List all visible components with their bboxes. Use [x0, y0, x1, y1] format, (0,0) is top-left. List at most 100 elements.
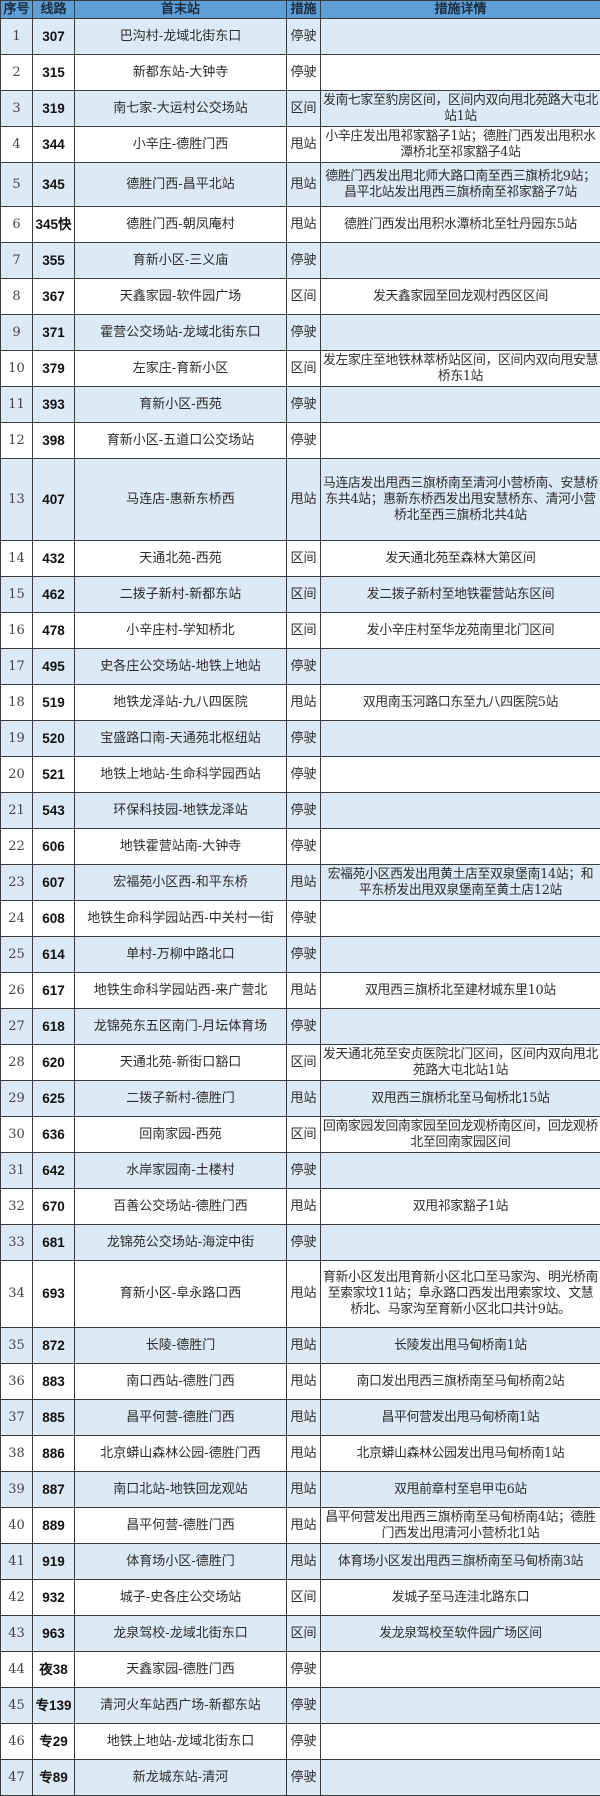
route-number: 462: [33, 577, 75, 613]
measure-type: 停驶: [287, 55, 321, 91]
measure-detail: [321, 387, 600, 423]
measure-type: 停驶: [287, 901, 321, 937]
route-number: 636: [33, 1117, 75, 1153]
row-index: 15: [1, 577, 33, 613]
measure-detail: [321, 649, 600, 685]
measure-type: 区间: [287, 351, 321, 387]
row-index: 30: [1, 1117, 33, 1153]
row-index: 11: [1, 387, 33, 423]
route-number: 夜38: [33, 1652, 75, 1688]
terminal-stations: 地铁生命科学园站西-中关村一街: [75, 901, 287, 937]
measure-type: 停驶: [287, 1153, 321, 1189]
route-number: 379: [33, 351, 75, 387]
row-index: 38: [1, 1436, 33, 1472]
header-line: 线路: [33, 1, 75, 19]
route-number: 872: [33, 1328, 75, 1364]
measure-detail: [321, 1153, 600, 1189]
terminal-stations: 昌平何营-德胜门西: [75, 1400, 287, 1436]
measure-detail: 宏福苑小区西发出甩黄土店至双泉堡南14站；和平东桥发出甩双泉堡南至黄土店12站: [321, 865, 600, 901]
terminal-stations: 回南家园-西苑: [75, 1117, 287, 1153]
route-number: 393: [33, 387, 75, 423]
terminal-stations: 百善公交场站-德胜门西: [75, 1189, 287, 1225]
row-index: 26: [1, 973, 33, 1009]
row-index: 33: [1, 1225, 33, 1261]
terminal-stations: 龙泉驾校-龙域北街东口: [75, 1616, 287, 1652]
measure-detail: 南口发出甩西三旗桥南至马甸桥南2站: [321, 1364, 600, 1400]
terminal-stations: 霍营公交场站-龙域北街东口: [75, 315, 287, 351]
terminal-stations: 新都东站-大钟寺: [75, 55, 287, 91]
terminal-stations: 体育场小区-德胜门: [75, 1544, 287, 1580]
measure-detail: 德胜门西发出甩积水潭桥北至牡丹园东5站: [321, 207, 600, 243]
measure-detail: [321, 19, 600, 55]
row-index: 12: [1, 423, 33, 459]
row-index: 36: [1, 1364, 33, 1400]
measure-detail: 回南家园发回南家园至回龙观桥南区间，回龙观桥北至回南家园区间: [321, 1117, 600, 1153]
row-index: 10: [1, 351, 33, 387]
header-index: 序号: [1, 1, 33, 19]
row-index: 47: [1, 1760, 33, 1796]
measure-type: 甩站: [287, 1544, 321, 1580]
measure-detail: 双甩西三旗桥北至建材城东里10站: [321, 973, 600, 1009]
terminal-stations: 小辛庄-德胜门西: [75, 127, 287, 163]
terminal-stations: 天通北苑-西苑: [75, 541, 287, 577]
measure-type: 区间: [287, 1580, 321, 1616]
row-index: 3: [1, 91, 33, 127]
route-number: 398: [33, 423, 75, 459]
row-index: 2: [1, 55, 33, 91]
route-number: 367: [33, 279, 75, 315]
measure-type: 停驶: [287, 793, 321, 829]
terminal-stations: 城子-史各庄公交场站: [75, 1580, 287, 1616]
route-number: 344: [33, 127, 75, 163]
row-index: 35: [1, 1328, 33, 1364]
measure-detail: 昌平何营发出甩西三旗桥南至马甸桥南4站；德胜门西发出甩清河小营桥北1站: [321, 1508, 600, 1544]
measure-type: 停驶: [287, 757, 321, 793]
measure-type: 区间: [287, 1045, 321, 1081]
terminal-stations: 单村-万柳中路北口: [75, 937, 287, 973]
terminal-stations: 环保科技园-地铁龙泽站: [75, 793, 287, 829]
terminal-stations: 二拨子新村-德胜门: [75, 1081, 287, 1117]
measure-type: 停驶: [287, 649, 321, 685]
terminal-stations: 地铁龙泽站-九八四医院: [75, 685, 287, 721]
measure-detail: 发城子至马连洼北路东口: [321, 1580, 600, 1616]
terminal-stations: 新龙城东站-清河: [75, 1760, 287, 1796]
row-index: 8: [1, 279, 33, 315]
route-number: 345: [33, 163, 75, 207]
route-number: 932: [33, 1580, 75, 1616]
measure-type: 停驶: [287, 721, 321, 757]
measure-type: 停驶: [287, 387, 321, 423]
terminal-stations: 地铁上地站-生命科学园西站: [75, 757, 287, 793]
route-number: 614: [33, 937, 75, 973]
route-number: 407: [33, 459, 75, 541]
route-number: 543: [33, 793, 75, 829]
route-number: 919: [33, 1544, 75, 1580]
route-number: 617: [33, 973, 75, 1009]
row-index: 43: [1, 1616, 33, 1652]
row-index: 32: [1, 1189, 33, 1225]
row-index: 25: [1, 937, 33, 973]
terminal-stations: 德胜门西-朝凤庵村: [75, 207, 287, 243]
measure-type: 区间: [287, 91, 321, 127]
measure-detail: 发天鑫家园至回龙观村西区区间: [321, 279, 600, 315]
route-number: 963: [33, 1616, 75, 1652]
measure-detail: 育新小区发出甩育新小区北口至马家沟、明光桥南至索家坟11站；阜永路口西发出甩索家…: [321, 1261, 600, 1328]
terminal-stations: 长陵-德胜门: [75, 1328, 287, 1364]
measure-type: 甩站: [287, 459, 321, 541]
row-index: 31: [1, 1153, 33, 1189]
measure-detail: 发天通北苑至安贞医院北门区间，区间内双向甩北苑路大屯北站1站: [321, 1045, 600, 1081]
measure-detail: [321, 901, 600, 937]
measure-detail: [321, 243, 600, 279]
measure-type: 停驶: [287, 1225, 321, 1261]
